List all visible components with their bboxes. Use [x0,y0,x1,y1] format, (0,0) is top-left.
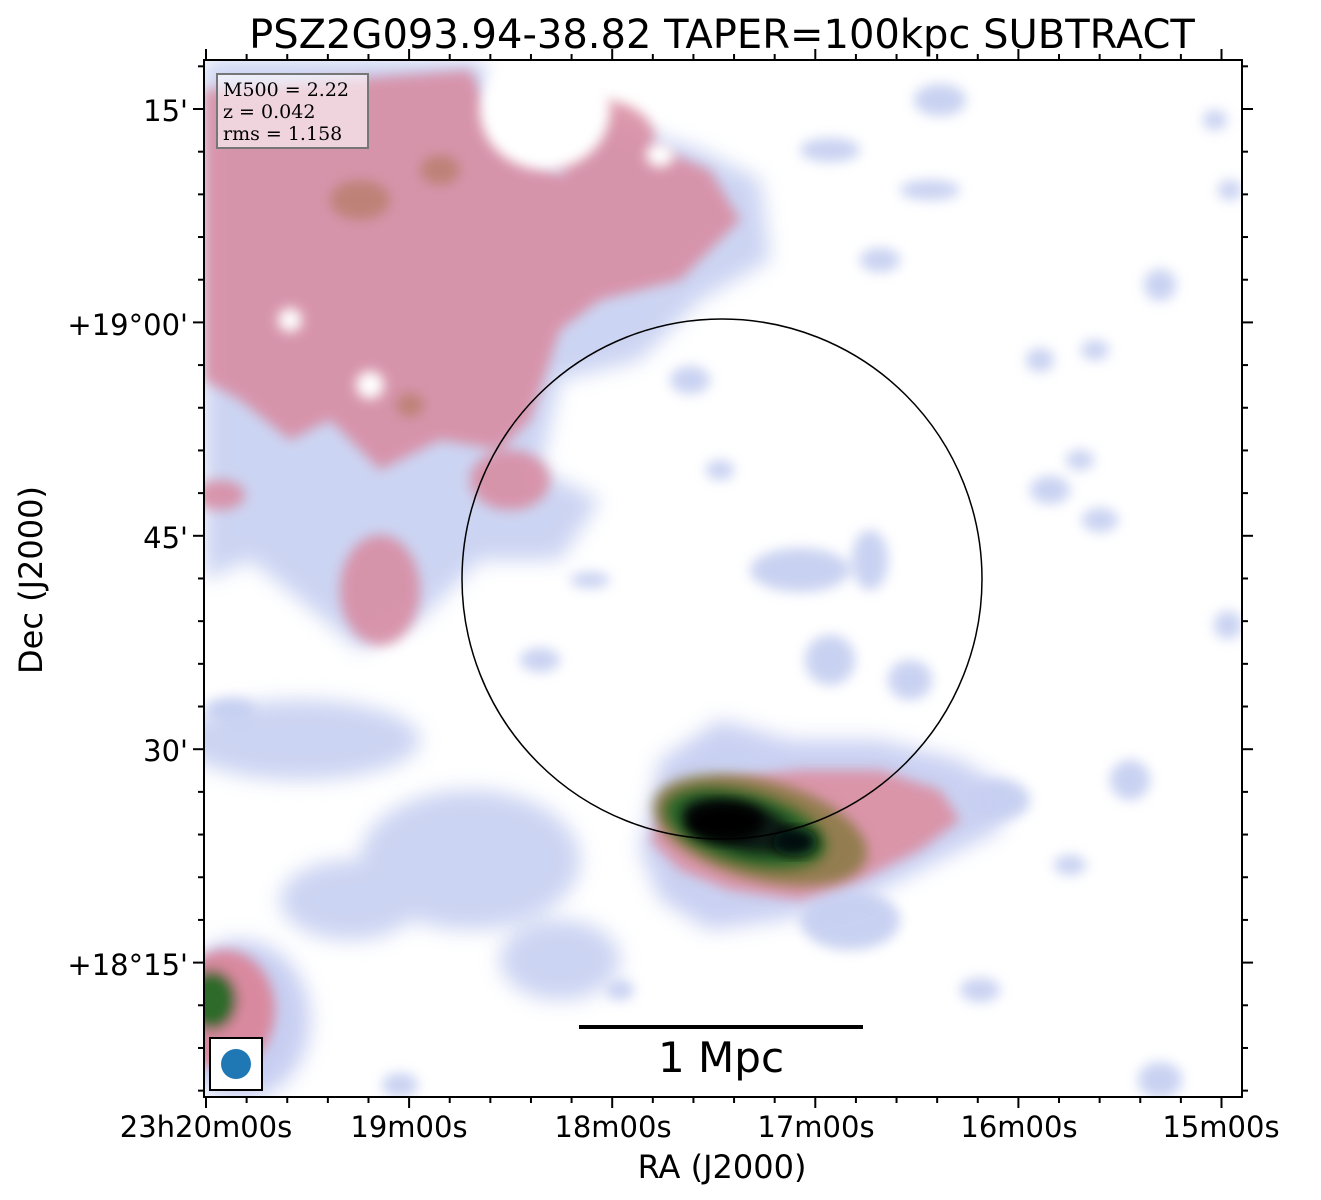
tick-marks [193,49,1253,1108]
info-line-z: z = 0.042 [223,101,315,123]
scale-bar-label: 1 Mpc [658,1033,784,1082]
y-tick-labels: 15' +19°00' 45' 30' +18°15' [67,94,188,982]
y-tick-label: +19°00' [67,308,188,342]
plot-area: M500 = 2.22 z = 0.042 rms = 1.158 1 Mpc [203,59,1243,1098]
info-line-m500: M500 = 2.22 [223,79,349,101]
x-tick-label: 19m00s [350,1110,467,1144]
r500-circle [461,318,983,840]
chart-title: PSZ2G093.94-38.82 TAPER=100kpc SUBTRACT [249,12,1195,58]
y-axis-label: Dec (J2000) [12,486,50,674]
scale-bar: 1 Mpc [579,1025,863,1082]
beam-indicator [209,1037,263,1091]
x-tick-label: 23h20m00s [120,1110,292,1144]
y-tick-label: 15' [143,94,188,128]
x-tick-label: 16m00s [960,1110,1077,1144]
y-tick-label: +18°15' [67,948,188,982]
x-tick-label: 17m00s [757,1110,874,1144]
info-line-rms: rms = 1.158 [223,123,342,145]
emission-map [204,60,1242,1097]
info-box: M500 = 2.22 z = 0.042 rms = 1.158 [216,73,369,149]
beam-ellipse [221,1049,251,1079]
y-tick-label: 30' [143,734,188,768]
x-tick-label: 15m00s [1162,1110,1279,1144]
bright-source-complex [640,720,1010,930]
y-tick-label: 45' [143,521,188,555]
x-tick-labels: 23h20m00s 19m00s 18m00s 17m00s 16m00s 15… [120,1110,1280,1144]
x-axis-label: RA (J2000) [638,1148,807,1186]
x-tick-label: 18m00s [554,1110,671,1144]
